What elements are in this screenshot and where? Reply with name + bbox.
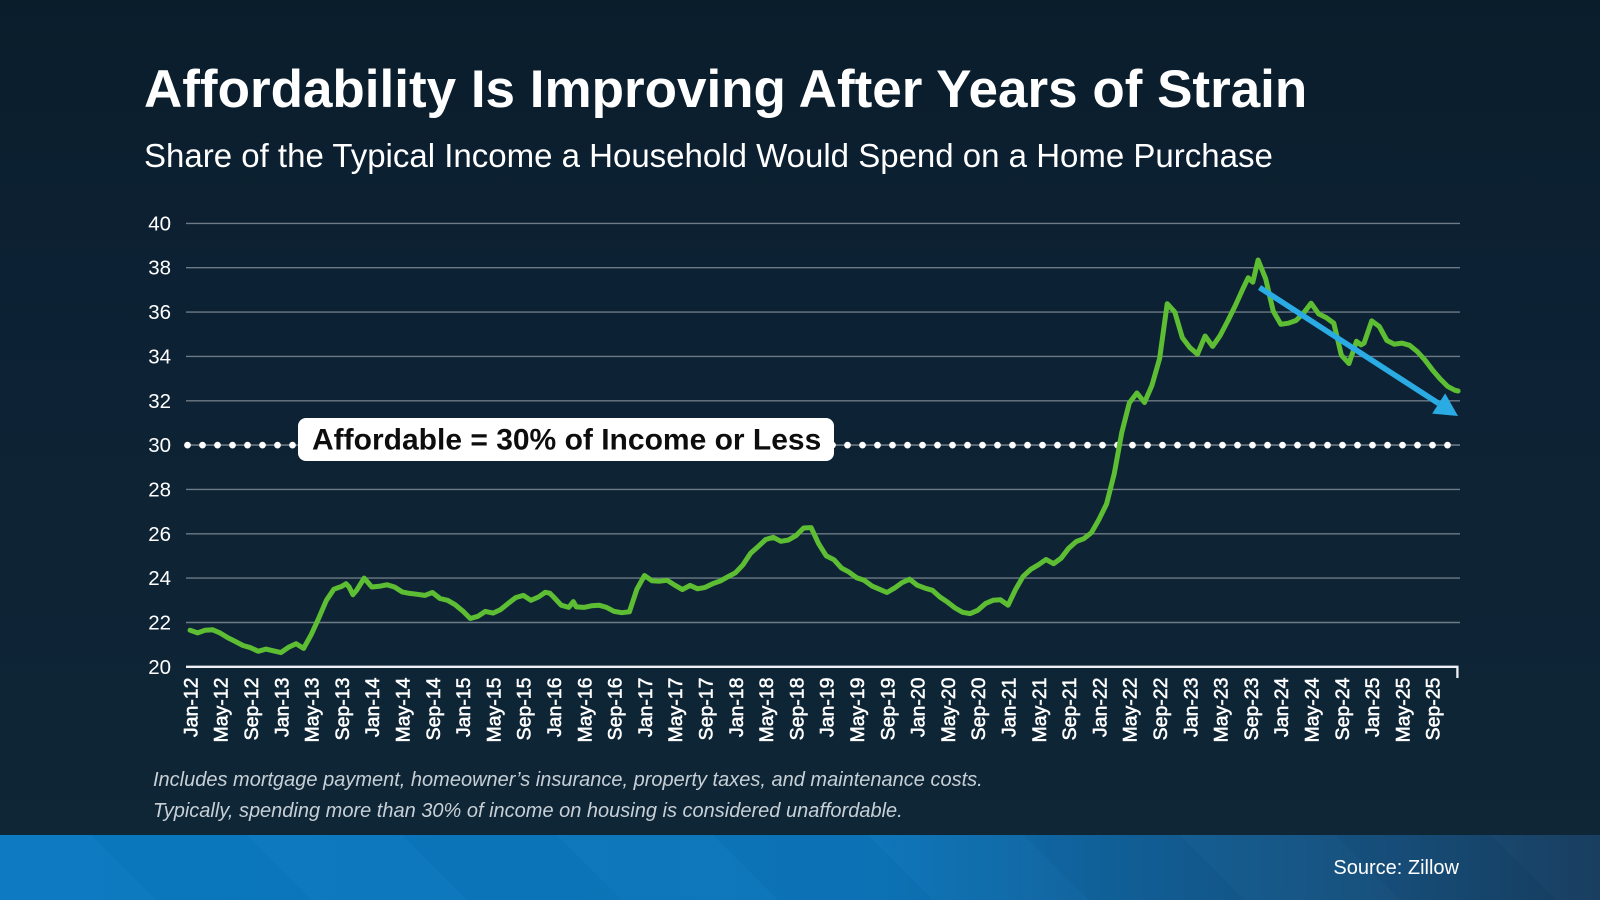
svg-text:Jan-25: Jan-25 xyxy=(1362,677,1384,737)
svg-text:May-18: May-18 xyxy=(756,678,778,743)
svg-text:May-14: May-14 xyxy=(393,677,415,742)
svg-text:Sep-24: Sep-24 xyxy=(1332,677,1354,740)
svg-text:Jan-24: Jan-24 xyxy=(1271,677,1293,737)
svg-text:May-21: May-21 xyxy=(1029,678,1051,743)
svg-text:May-23: May-23 xyxy=(1211,678,1233,743)
svg-text:Sep-22: Sep-22 xyxy=(1150,678,1172,741)
svg-text:May-12: May-12 xyxy=(211,678,233,743)
svg-text:36: 36 xyxy=(148,301,171,324)
svg-text:Jan-17: Jan-17 xyxy=(635,678,657,738)
svg-text:Sep-23: Sep-23 xyxy=(1241,678,1263,741)
svg-text:May-13: May-13 xyxy=(302,678,324,743)
svg-text:28: 28 xyxy=(148,478,171,501)
svg-text:Sep-16: Sep-16 xyxy=(605,678,627,741)
svg-text:22: 22 xyxy=(148,612,171,635)
svg-text:34: 34 xyxy=(148,345,171,368)
svg-text:32: 32 xyxy=(148,390,171,413)
svg-text:30: 30 xyxy=(148,434,171,457)
svg-text:Jan-18: Jan-18 xyxy=(726,678,748,738)
svg-text:Jan-21: Jan-21 xyxy=(999,678,1021,738)
svg-text:May-25: May-25 xyxy=(1392,677,1414,742)
svg-text:May-17: May-17 xyxy=(665,678,687,743)
svg-text:Jan-19: Jan-19 xyxy=(817,678,839,738)
svg-text:Sep-14: Sep-14 xyxy=(423,677,445,740)
svg-text:May-15: May-15 xyxy=(483,677,505,742)
svg-text:Jan-23: Jan-23 xyxy=(1180,678,1202,738)
svg-text:Sep-19: Sep-19 xyxy=(877,678,899,741)
svg-text:20: 20 xyxy=(148,656,171,679)
svg-text:May-16: May-16 xyxy=(574,678,596,743)
svg-text:May-22: May-22 xyxy=(1120,678,1142,743)
svg-text:Sep-21: Sep-21 xyxy=(1059,678,1081,741)
svg-text:Jan-15: Jan-15 xyxy=(453,677,475,737)
svg-text:Jan-20: Jan-20 xyxy=(908,677,930,737)
svg-text:May-19: May-19 xyxy=(847,678,869,743)
svg-text:Sep-12: Sep-12 xyxy=(241,678,263,741)
svg-text:May-20: May-20 xyxy=(938,677,960,742)
svg-text:Jan-16: Jan-16 xyxy=(544,678,566,738)
svg-text:May-24: May-24 xyxy=(1302,677,1324,742)
svg-text:Sep-20: Sep-20 xyxy=(968,677,990,740)
svg-text:40: 40 xyxy=(148,212,171,235)
svg-text:Sep-15: Sep-15 xyxy=(514,677,536,740)
svg-text:26: 26 xyxy=(148,523,171,546)
svg-text:Affordable = 30% of Income or: Affordable = 30% of Income or Less xyxy=(312,424,821,457)
svg-text:Sep-18: Sep-18 xyxy=(786,678,808,741)
svg-text:Jan-13: Jan-13 xyxy=(271,678,293,738)
svg-text:Jan-22: Jan-22 xyxy=(1089,678,1111,738)
svg-text:Sep-25: Sep-25 xyxy=(1423,677,1445,740)
svg-text:38: 38 xyxy=(148,257,171,280)
svg-text:Sep-17: Sep-17 xyxy=(696,678,718,741)
svg-text:24: 24 xyxy=(148,567,171,590)
svg-text:Sep-13: Sep-13 xyxy=(332,678,354,741)
svg-text:Jan-12: Jan-12 xyxy=(180,678,202,738)
svg-text:Jan-14: Jan-14 xyxy=(362,677,384,737)
